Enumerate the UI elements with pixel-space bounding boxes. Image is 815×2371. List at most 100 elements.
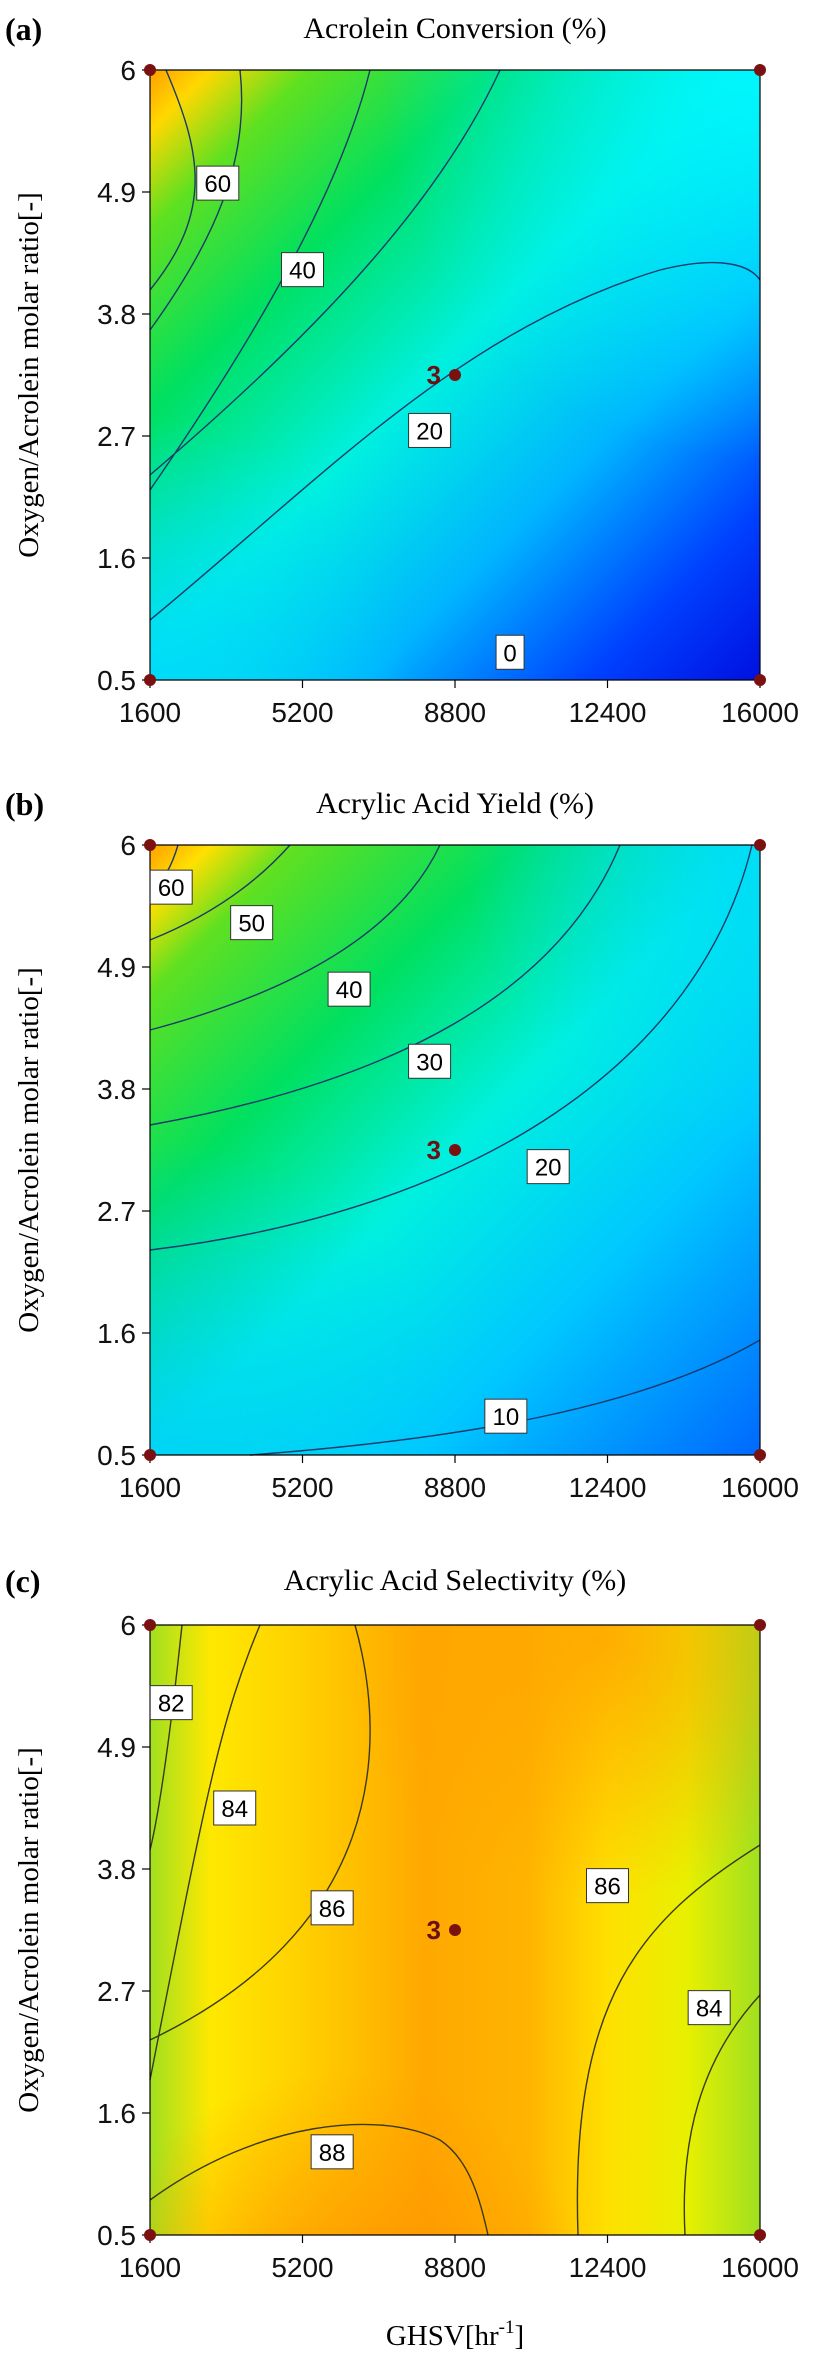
contour-label: 40 xyxy=(327,971,371,1007)
contour-label-box xyxy=(408,412,452,448)
y-tick-label: 0.5 xyxy=(97,2220,136,2251)
contour-label-box xyxy=(310,1890,354,1926)
contour-label-box xyxy=(484,1398,528,1434)
contour-line xyxy=(149,1624,371,2041)
y-axis-label: Oxygen/Acrolein molar ratio[-] xyxy=(13,967,45,1333)
contour-label-text: 60 xyxy=(158,875,185,902)
contour-label: 40 xyxy=(281,252,324,288)
y-axis-label: Oxygen/Acrolein molar ratio[-] xyxy=(13,192,45,558)
contour-line xyxy=(149,69,196,291)
contour-label-text: 82 xyxy=(158,1691,185,1718)
x-tick-label: 5200 xyxy=(271,1472,333,1503)
x-tick-label: 8800 xyxy=(424,1472,486,1503)
design-point xyxy=(144,674,156,686)
x-axis-label: GHSV[hr-1] xyxy=(386,2317,524,2352)
y-tick-label: 6 xyxy=(120,830,136,861)
y-tick-label: 6 xyxy=(120,55,136,86)
contour-label: 88 xyxy=(310,2134,354,2170)
contour-label-text: 20 xyxy=(416,418,443,445)
y-tick-label: 0.5 xyxy=(97,665,136,696)
chart-title: Acrylic Acid Selectivity (%) xyxy=(284,1564,626,1597)
design-point xyxy=(144,1449,156,1461)
contour-label-box xyxy=(586,1868,629,1904)
contour-line xyxy=(149,69,501,476)
center-point-count: 3 xyxy=(427,1915,441,1945)
contour-label: 60 xyxy=(196,165,240,201)
contour-label-text: 20 xyxy=(535,1155,562,1182)
contour-label-box xyxy=(526,1149,570,1185)
panel-label: (c) xyxy=(5,1563,41,1599)
contour-label-text: 40 xyxy=(336,977,363,1004)
y-tick-label: 1.6 xyxy=(97,1318,136,1349)
x-tick-label: 8800 xyxy=(424,697,486,728)
panel-b: (b) Acrylic Acid Yield (%) 1600 5200 8800 1… xyxy=(5,786,799,1503)
y-tick-label: 4.9 xyxy=(97,952,136,983)
x-tick-label: 12400 xyxy=(569,697,647,728)
contour-line xyxy=(149,844,291,941)
contour-label-box xyxy=(230,905,274,941)
contour-label-text: 88 xyxy=(319,2140,346,2167)
center-point-count: 3 xyxy=(427,360,441,390)
contour-line xyxy=(149,844,621,1126)
contour-label: 50 xyxy=(230,905,274,941)
contour-label: 10 xyxy=(484,1398,528,1434)
x-tick-label: 16000 xyxy=(721,1472,799,1503)
contour-label: 20 xyxy=(526,1149,570,1185)
contour-label: 60 xyxy=(149,869,193,905)
design-point xyxy=(754,2229,766,2241)
design-point xyxy=(754,674,766,686)
contour-line xyxy=(576,1844,761,2236)
y-tick-label: 2.7 xyxy=(97,1976,136,2007)
y-tick-label: 4.9 xyxy=(97,177,136,208)
y-tick-label: 2.7 xyxy=(97,1196,136,1227)
y-tick-label: 1.6 xyxy=(97,2098,136,2129)
contour-label-text: 10 xyxy=(492,1404,519,1431)
panel-a: (a) Acrolein Conversion (%) 1600 5200 8800… xyxy=(5,11,799,728)
x-tick-label: 8800 xyxy=(424,2252,486,2283)
panel-label: (a) xyxy=(5,11,42,47)
contour-label: 84 xyxy=(213,1790,257,1826)
contour-label-text: 86 xyxy=(594,1874,621,1901)
contour-label-text: 86 xyxy=(319,1896,346,1923)
y-tick-label: 1.6 xyxy=(97,543,136,574)
contour-label: 84 xyxy=(687,1990,731,2026)
y-axis-label: Oxygen/Acrolein molar ratio[-] xyxy=(13,1747,45,2113)
center-point xyxy=(449,1144,461,1156)
contour-label: 86 xyxy=(586,1868,629,1904)
contour-label-text: 40 xyxy=(289,258,316,285)
contour-line xyxy=(149,844,753,1251)
contour-label-box xyxy=(149,869,193,905)
y-tick-label: 3.8 xyxy=(97,299,136,330)
contour-label-text: 0 xyxy=(503,640,516,667)
x-tick-label: 5200 xyxy=(271,697,333,728)
x-tick-label: 1600 xyxy=(119,2252,181,2283)
y-tick-label: 0.5 xyxy=(97,1440,136,1471)
contour-line xyxy=(149,261,761,621)
contour-label-box xyxy=(327,971,371,1007)
x-tick-label: 12400 xyxy=(569,1472,647,1503)
contour-label-text: 84 xyxy=(221,1796,248,1823)
contour-label: 86 xyxy=(310,1890,354,1926)
contour-label-box xyxy=(408,1043,452,1079)
contour-label: 30 xyxy=(408,1043,452,1079)
contour-line xyxy=(149,2123,489,2236)
panel-c: (c) Acrylic Acid Selectivity (%) 1600 520… xyxy=(5,1563,799,2352)
y-tick-label: 3.8 xyxy=(97,1854,136,1885)
x-tick-label: 16000 xyxy=(721,2252,799,2283)
contour-label-box xyxy=(687,1990,731,2026)
center-point xyxy=(449,369,461,381)
contour-lines xyxy=(149,1624,761,2236)
x-tick-label: 16000 xyxy=(721,697,799,728)
design-point xyxy=(144,64,156,76)
contour-label-text: 84 xyxy=(696,1996,723,2023)
center-point xyxy=(449,1924,461,1936)
contour-line xyxy=(149,1624,183,1851)
design-point xyxy=(754,1619,766,1631)
contour-label-box xyxy=(149,1685,193,1721)
center-point-count: 3 xyxy=(427,1135,441,1165)
y-tick-label: 4.9 xyxy=(97,1732,136,1763)
design-point xyxy=(144,1619,156,1631)
contour-label-box xyxy=(310,2134,354,2170)
contour-label: 0 xyxy=(495,634,525,670)
